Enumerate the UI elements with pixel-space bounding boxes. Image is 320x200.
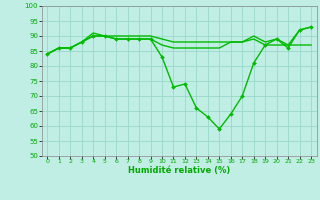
X-axis label: Humidité relative (%): Humidité relative (%) (128, 166, 230, 175)
